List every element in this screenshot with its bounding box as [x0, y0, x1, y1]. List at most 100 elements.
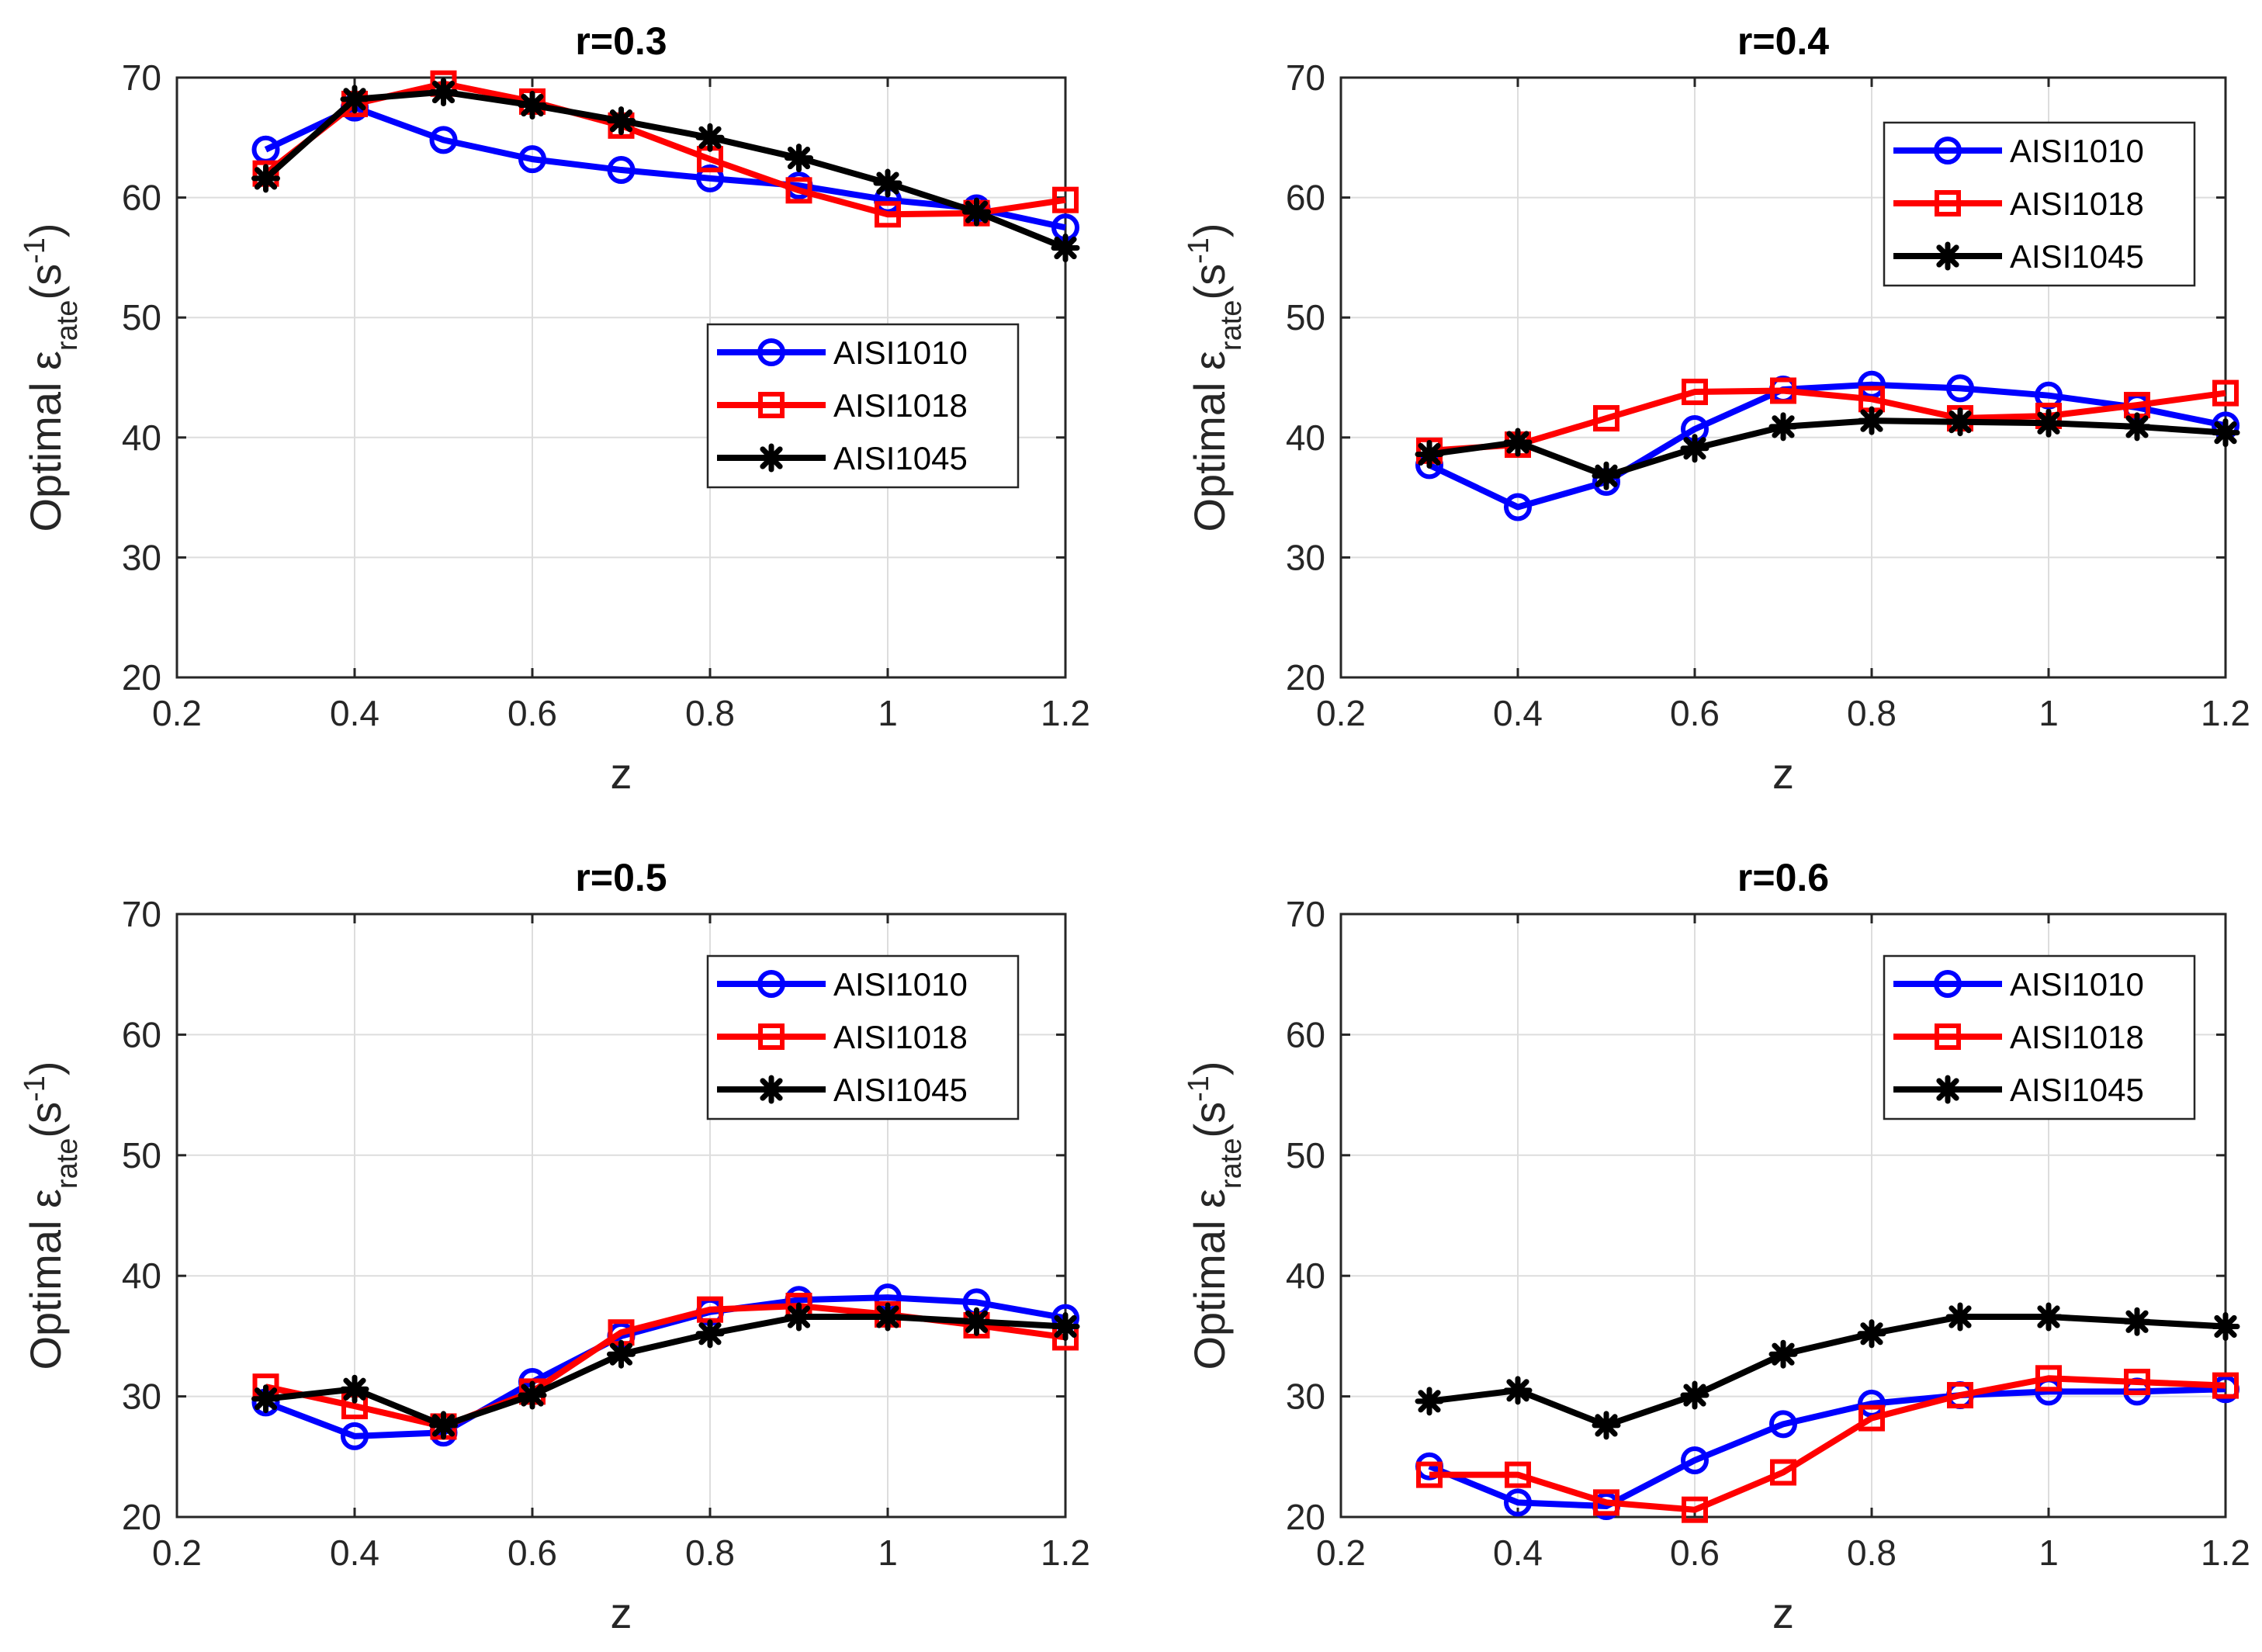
- x-tick-label: 0.8: [685, 693, 735, 733]
- y-axis-label-part: ): [1185, 1061, 1234, 1075]
- data-point-aisi1018: [2212, 1372, 2239, 1399]
- y-axis-label-part: ε: [21, 1189, 70, 1208]
- data-point-aisi1045: [785, 1302, 813, 1332]
- y-axis-label-part: -1: [19, 1075, 51, 1102]
- data-point-aisi1010: [341, 1422, 369, 1450]
- data-point-aisi1045: [695, 1319, 725, 1349]
- legend-marker-aisi1010: [1934, 970, 1962, 998]
- x-tick-label: 0.8: [1847, 693, 1897, 733]
- data-point-aisi1045: [962, 197, 991, 227]
- legend-label: AISI1045: [833, 1072, 968, 1108]
- x-tick-label: 1.2: [2201, 1533, 2250, 1573]
- data-point-aisi1045: [1592, 1411, 1621, 1440]
- x-tick-label: 0.4: [330, 693, 379, 733]
- chart-title: r=0.5: [575, 856, 667, 899]
- y-tick-label: 70: [122, 894, 161, 934]
- y-tick-label: 30: [122, 1377, 161, 1417]
- data-point-aisi1045: [2122, 412, 2152, 442]
- x-tick-label: 0.2: [152, 1533, 202, 1573]
- data-point-aisi1018: [1052, 186, 1079, 213]
- y-axis-label-part: rate: [51, 1138, 84, 1189]
- data-point-aisi1045: [1503, 428, 1533, 457]
- data-point-aisi1018: [1416, 1461, 1443, 1488]
- y-axis-label-part: rate: [1215, 300, 1248, 351]
- y-axis-label: Optimal εrate(s-1): [1183, 1061, 1248, 1370]
- data-point-aisi1010: [1504, 1488, 1532, 1517]
- legend-marker-aisi1018: [758, 1023, 785, 1050]
- legend-marker-aisi1010: [1934, 137, 1962, 165]
- x-tick-label: 0.4: [1493, 1533, 1543, 1573]
- legend-label: AISI1018: [833, 387, 968, 424]
- x-axis-label: z: [611, 749, 632, 798]
- y-tick-label: 20: [122, 657, 161, 698]
- y-tick-label: 40: [122, 1255, 161, 1296]
- chart-panel-1: 0.2 0.4 0.6 0.8 1 1.2 20 30 40 50 60 70 r=0.3 z Optima…: [19, 19, 1090, 798]
- data-point-aisi1018: [1858, 1404, 1885, 1432]
- legend-label: AISI1010: [2010, 966, 2144, 1003]
- x-tick-label: 1: [2039, 1533, 2059, 1573]
- data-point-aisi1045: [1415, 1387, 1444, 1416]
- x-tick-label: 1: [878, 693, 898, 733]
- y-tick-label: 20: [1286, 657, 1325, 698]
- series-line-aisi1045: [1429, 1314, 2226, 1429]
- data-point-aisi1045: [873, 168, 902, 198]
- data-point-aisi1045: [785, 144, 813, 173]
- data-point-aisi1045: [873, 1302, 902, 1332]
- data-point-aisi1045: [2034, 408, 2063, 438]
- data-point-aisi1045: [429, 1411, 458, 1440]
- y-axis-label-part: -1: [1183, 1075, 1215, 1102]
- data-point-aisi1018: [2212, 379, 2239, 407]
- y-axis-label: Optimal εrate(s-1): [1183, 223, 1248, 532]
- legend-label: AISI1010: [2010, 133, 2144, 169]
- legend-marker-aisi1045: [757, 443, 786, 473]
- data-point-aisi1010: [607, 156, 636, 185]
- x-axis-label: z: [1772, 749, 1794, 798]
- data-point-aisi1045: [695, 123, 725, 152]
- x-tick-label: 0.6: [1670, 1533, 1720, 1573]
- data-point-aisi1045: [607, 106, 636, 136]
- data-point-aisi1045: [1680, 1380, 1709, 1410]
- data-point-aisi1018: [875, 201, 901, 228]
- y-axis-label: Optimal εrate(s-1): [19, 1061, 84, 1370]
- y-tick-label: 70: [122, 57, 161, 98]
- x-tick-label: 0.8: [1847, 1533, 1897, 1573]
- y-tick-label: 50: [122, 297, 161, 338]
- data-point-aisi1045: [429, 78, 458, 107]
- series-line-aisi1045: [263, 88, 1067, 251]
- x-tick-label: 0.8: [685, 1533, 735, 1573]
- data-point-aisi1018: [785, 177, 812, 204]
- data-point-aisi1045: [518, 91, 547, 120]
- y-axis-label-part: ε: [1185, 1189, 1234, 1208]
- legend-label: AISI1010: [833, 966, 968, 1003]
- x-tick-label: 1.2: [1041, 693, 1090, 733]
- data-point-aisi1010: [1504, 493, 1532, 521]
- data-point-aisi1045: [2122, 1307, 2152, 1336]
- y-tick-label: 20: [1286, 1497, 1325, 1537]
- axes-box: [1339, 913, 2227, 1519]
- y-axis-label-part: -1: [1183, 237, 1215, 264]
- x-tick-label: 1.2: [2201, 693, 2250, 733]
- data-point-aisi1045: [1857, 1319, 1886, 1349]
- data-point-aisi1045: [1768, 1339, 1798, 1369]
- data-point-aisi1018: [1947, 1382, 1973, 1409]
- legend-marker-aisi1010: [757, 338, 785, 366]
- data-point-aisi1018: [1770, 377, 1796, 404]
- chart-panel-2: 0.2 0.4 0.6 0.8 1 1.2 20 30 40 50 60 70 r=0.4 z Optima…: [1183, 19, 2250, 798]
- data-point-aisi1045: [340, 1374, 369, 1404]
- y-tick-label: 30: [1286, 1377, 1325, 1417]
- chart-title: r=0.3: [575, 19, 667, 63]
- data-point-aisi1010: [518, 145, 546, 174]
- legend-marker-aisi1018: [1935, 190, 1961, 216]
- x-tick-label: 0.2: [1316, 1533, 1366, 1573]
- data-point-aisi1018: [2035, 1365, 2062, 1392]
- chart-panel-4: 0.2 0.4 0.6 0.8 1 1.2 20 30 40 50 60 70 r=0.6 z Optima…: [1183, 856, 2250, 1637]
- data-point-aisi1045: [1945, 1302, 1975, 1332]
- data-point-aisi1010: [1681, 1446, 1709, 1474]
- x-tick-label: 1: [878, 1533, 898, 1573]
- x-tick-label: 0.6: [507, 1533, 557, 1573]
- legend-marker-aisi1045: [1933, 1075, 1962, 1104]
- data-point-aisi1045: [1945, 407, 1975, 437]
- x-axis-label: z: [1772, 1588, 1794, 1637]
- data-point-aisi1018: [1593, 1489, 1619, 1516]
